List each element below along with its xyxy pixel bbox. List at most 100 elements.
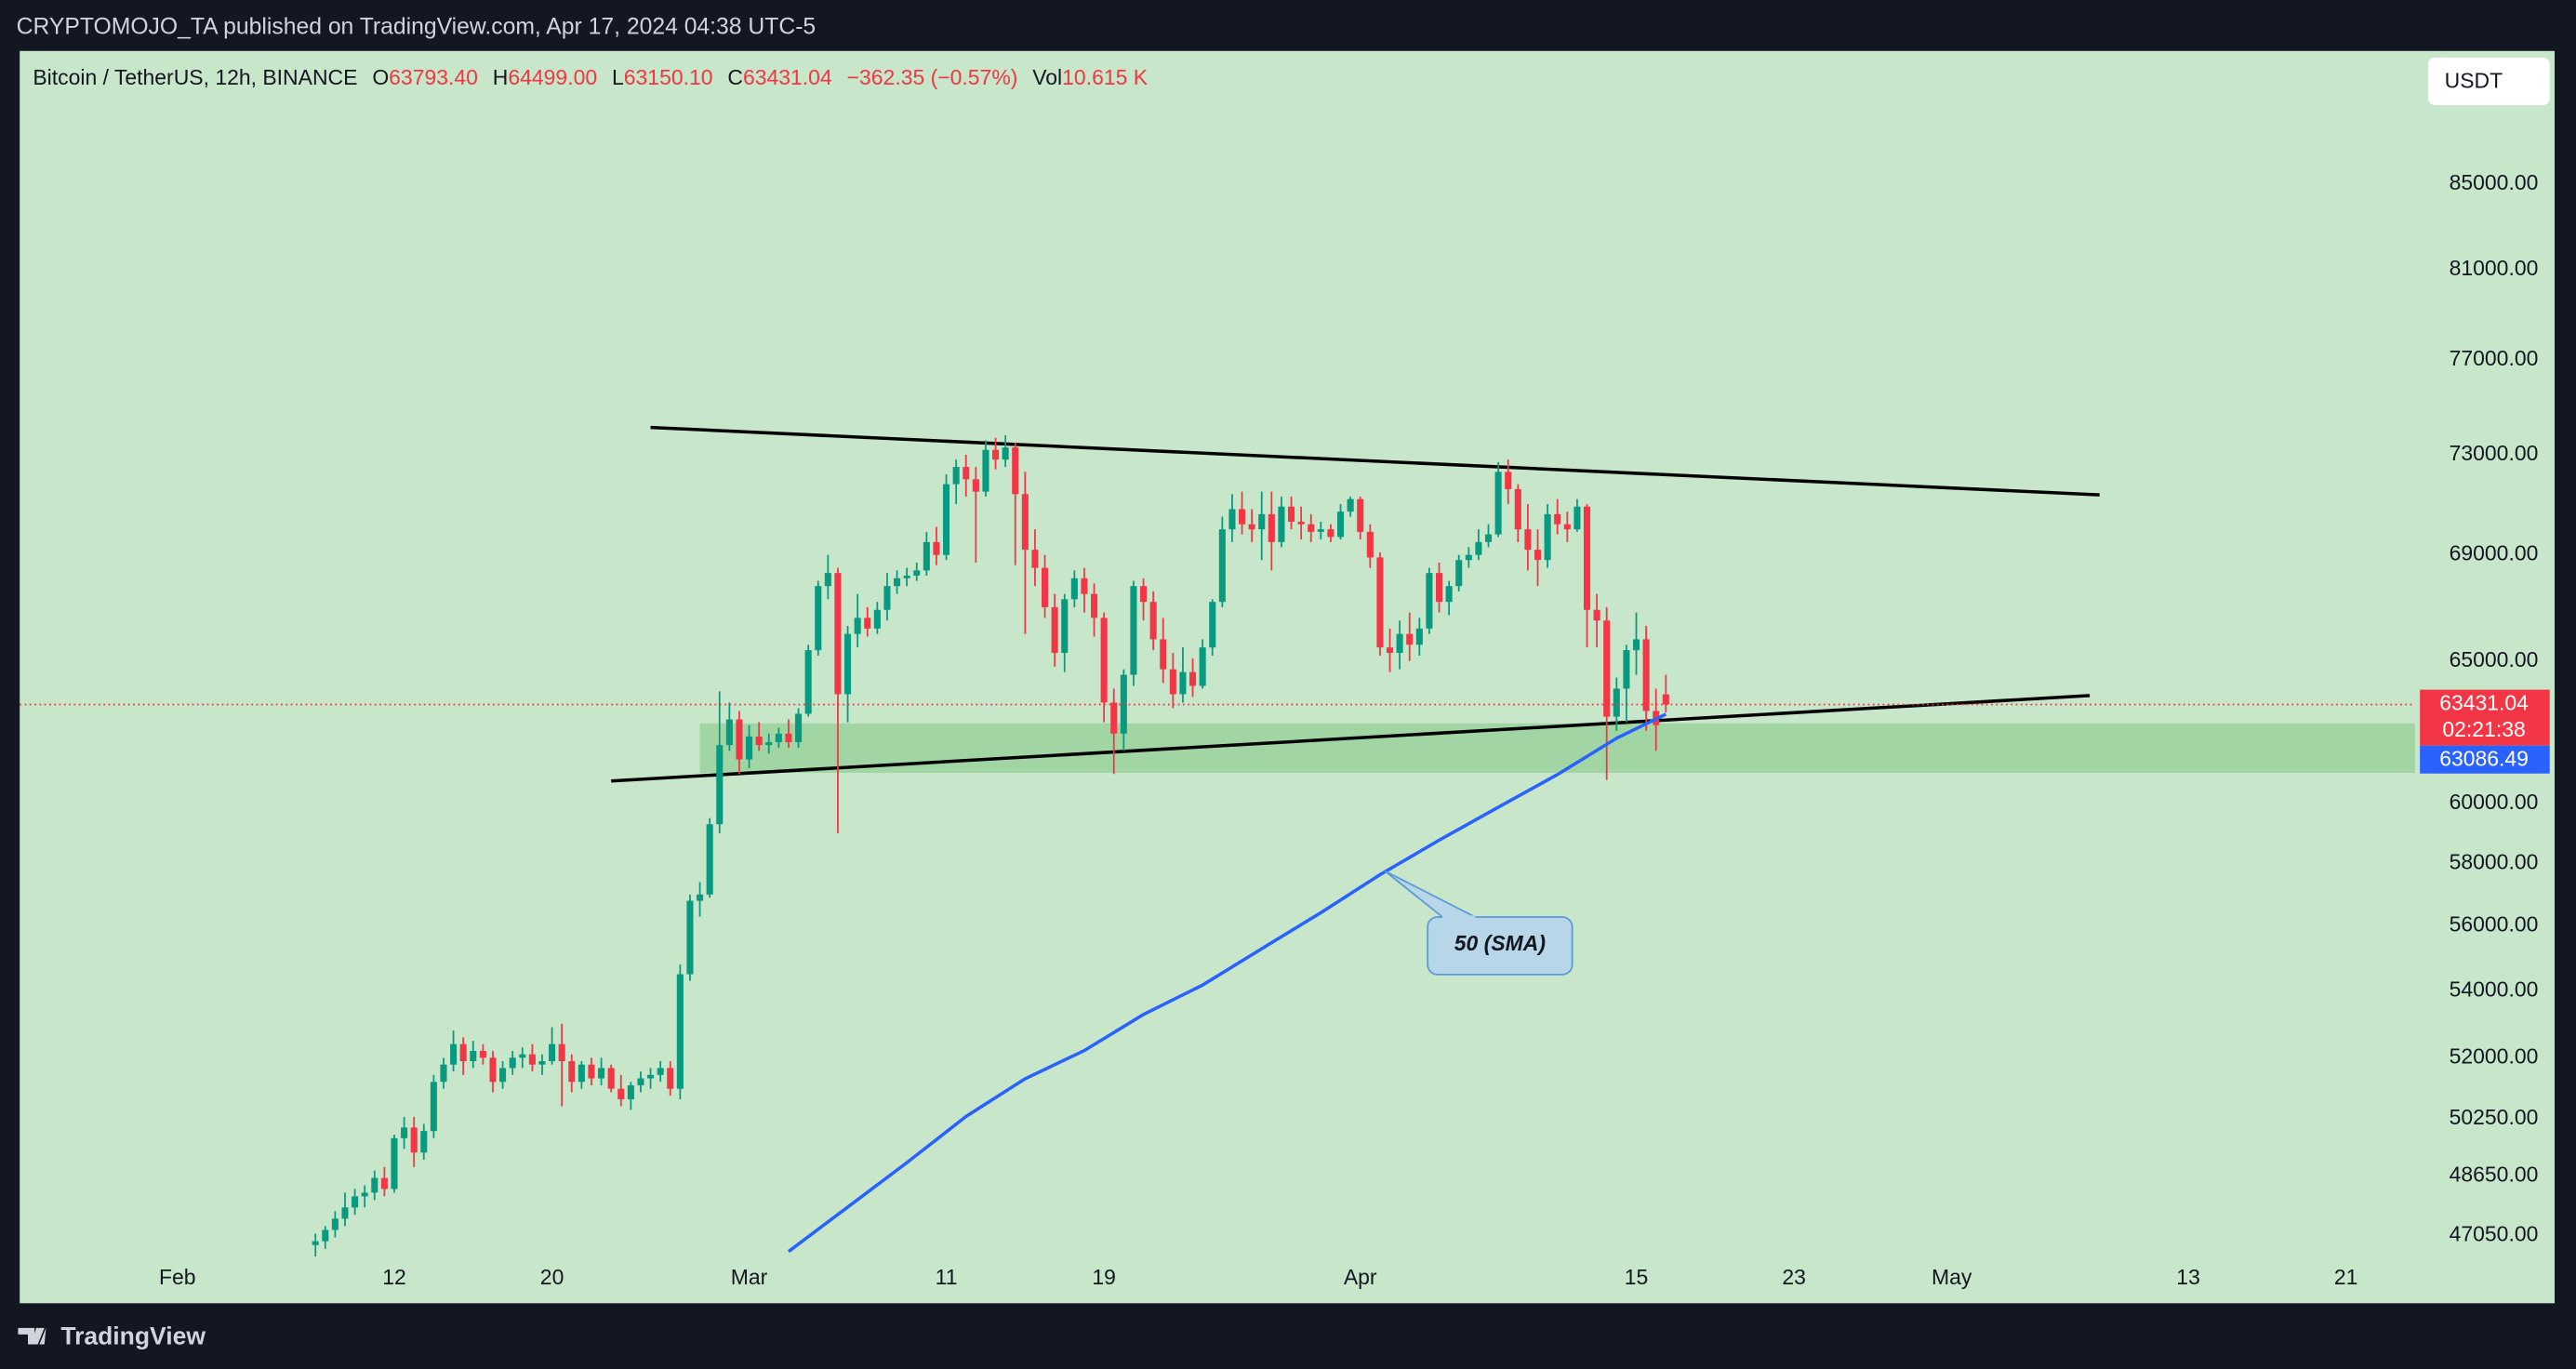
candle-body	[1228, 509, 1236, 530]
candle-body	[647, 1074, 655, 1079]
candle-body	[1051, 606, 1058, 654]
y-tick-label: 81000.00	[2450, 256, 2539, 280]
last-price-label: 63431.04	[2439, 691, 2529, 715]
candle-body	[499, 1068, 507, 1083]
y-tick-label: 85000.00	[2450, 170, 2539, 194]
candle-body	[380, 1177, 388, 1190]
candle-body	[1070, 578, 1078, 600]
candle-body	[538, 1061, 546, 1065]
candle-body	[1623, 650, 1630, 689]
sma-callout: 50 (SMA)	[1384, 870, 1573, 976]
candle-body	[470, 1050, 477, 1062]
vol-value: 10.615 K	[1062, 65, 1149, 89]
plot-area	[20, 425, 2415, 1257]
candle-body	[746, 736, 753, 760]
candle-body	[824, 573, 831, 587]
candle-body	[1396, 633, 1403, 654]
candle-body	[1376, 557, 1384, 648]
candle-body	[795, 713, 803, 743]
button-bg[interactable]	[2428, 57, 2550, 106]
candle-body	[697, 894, 704, 901]
candle-body	[549, 1043, 556, 1062]
candle-body	[1524, 529, 1532, 551]
candle-body	[509, 1057, 516, 1069]
candle-body	[1288, 506, 1295, 522]
symbol: Bitcoin / TetherUS, 12h, BINANCE	[33, 65, 357, 89]
candle-body	[1130, 586, 1137, 675]
callout-text: 50 (SMA)	[1454, 931, 1546, 955]
candle-body	[1347, 498, 1354, 512]
candle-body	[627, 1084, 634, 1099]
candle-body	[1455, 560, 1463, 587]
candle-body	[588, 1064, 595, 1079]
candle-body	[1573, 506, 1581, 530]
candle-body	[844, 633, 852, 695]
c-value: 63431.04	[743, 65, 832, 89]
x-tick-label: May	[1932, 1265, 1972, 1289]
candle-body	[657, 1068, 664, 1075]
candle-body	[1415, 628, 1423, 645]
candle-body	[804, 650, 812, 714]
x-tick-label: 19	[1092, 1265, 1116, 1289]
y-tick-label: 54000.00	[2450, 977, 2539, 1001]
y-tick-label: 60000.00	[2450, 790, 2539, 814]
candle-body	[1268, 513, 1275, 542]
candle-body	[1169, 669, 1176, 695]
candle-body	[331, 1218, 339, 1230]
y-tick-label: 69000.00	[2450, 541, 2539, 565]
header: CRYPTOMOJO_TA published on TradingView.c…	[17, 15, 817, 40]
candle-body	[459, 1043, 467, 1062]
candle-body	[1308, 524, 1315, 532]
candle-body	[1642, 639, 1650, 711]
candle-body	[410, 1127, 418, 1153]
trendline	[650, 425, 2100, 497]
candle-body	[972, 479, 979, 492]
candle-body	[1278, 506, 1285, 542]
x-tick-label: 20	[540, 1265, 564, 1289]
candle-body	[963, 467, 970, 480]
x-tick-label: Feb	[159, 1265, 196, 1289]
candle-body	[952, 467, 960, 485]
button-label[interactable]: USDT	[2445, 68, 2503, 92]
callout-box	[1427, 916, 1573, 976]
candle-body	[1297, 521, 1305, 525]
candle-body	[854, 618, 861, 634]
candle-body	[1012, 447, 1019, 495]
l-value: 63150.10	[624, 65, 713, 89]
candle-body	[617, 1088, 625, 1099]
legend: Bitcoin / TetherUS, 12h, BINANCE O63793.4…	[33, 65, 1148, 89]
candle-body	[568, 1061, 576, 1083]
candle-body	[519, 1054, 526, 1058]
candle-body	[401, 1127, 408, 1138]
candle-body	[341, 1207, 349, 1219]
x-tick-label: 23	[1782, 1265, 1806, 1289]
candle-body	[1563, 524, 1571, 530]
y-tick-label: 47050.00	[2450, 1222, 2539, 1246]
chart-panel	[20, 50, 2556, 1304]
x-tick-label: 12	[382, 1265, 406, 1289]
x-tick-label: Mar	[731, 1265, 768, 1289]
candle-body	[361, 1192, 368, 1197]
candle-body	[450, 1043, 458, 1065]
l-label: L	[612, 65, 624, 89]
candle-body	[992, 449, 1000, 460]
y-tick-label: 58000.00	[2450, 850, 2539, 874]
candle-body	[1632, 639, 1640, 651]
candle-body	[1514, 488, 1521, 530]
candle-body	[637, 1078, 644, 1085]
y-tick-label: 77000.00	[2450, 346, 2539, 370]
candle-body	[489, 1057, 497, 1083]
vol-label: Vol	[1032, 65, 1062, 89]
sma-line	[787, 712, 1667, 1254]
y-tick-label: 50250.00	[2450, 1105, 2539, 1129]
currency-button[interactable]: USDT	[2428, 57, 2550, 106]
candle-body	[578, 1064, 585, 1083]
candle-body	[903, 575, 910, 578]
sma-price-label: 63086.49	[2439, 747, 2529, 771]
candle-body	[667, 1068, 674, 1089]
candle-body	[676, 974, 684, 1089]
h-label: H	[493, 65, 509, 89]
candle-body	[1002, 447, 1009, 460]
candle-body	[312, 1241, 319, 1245]
